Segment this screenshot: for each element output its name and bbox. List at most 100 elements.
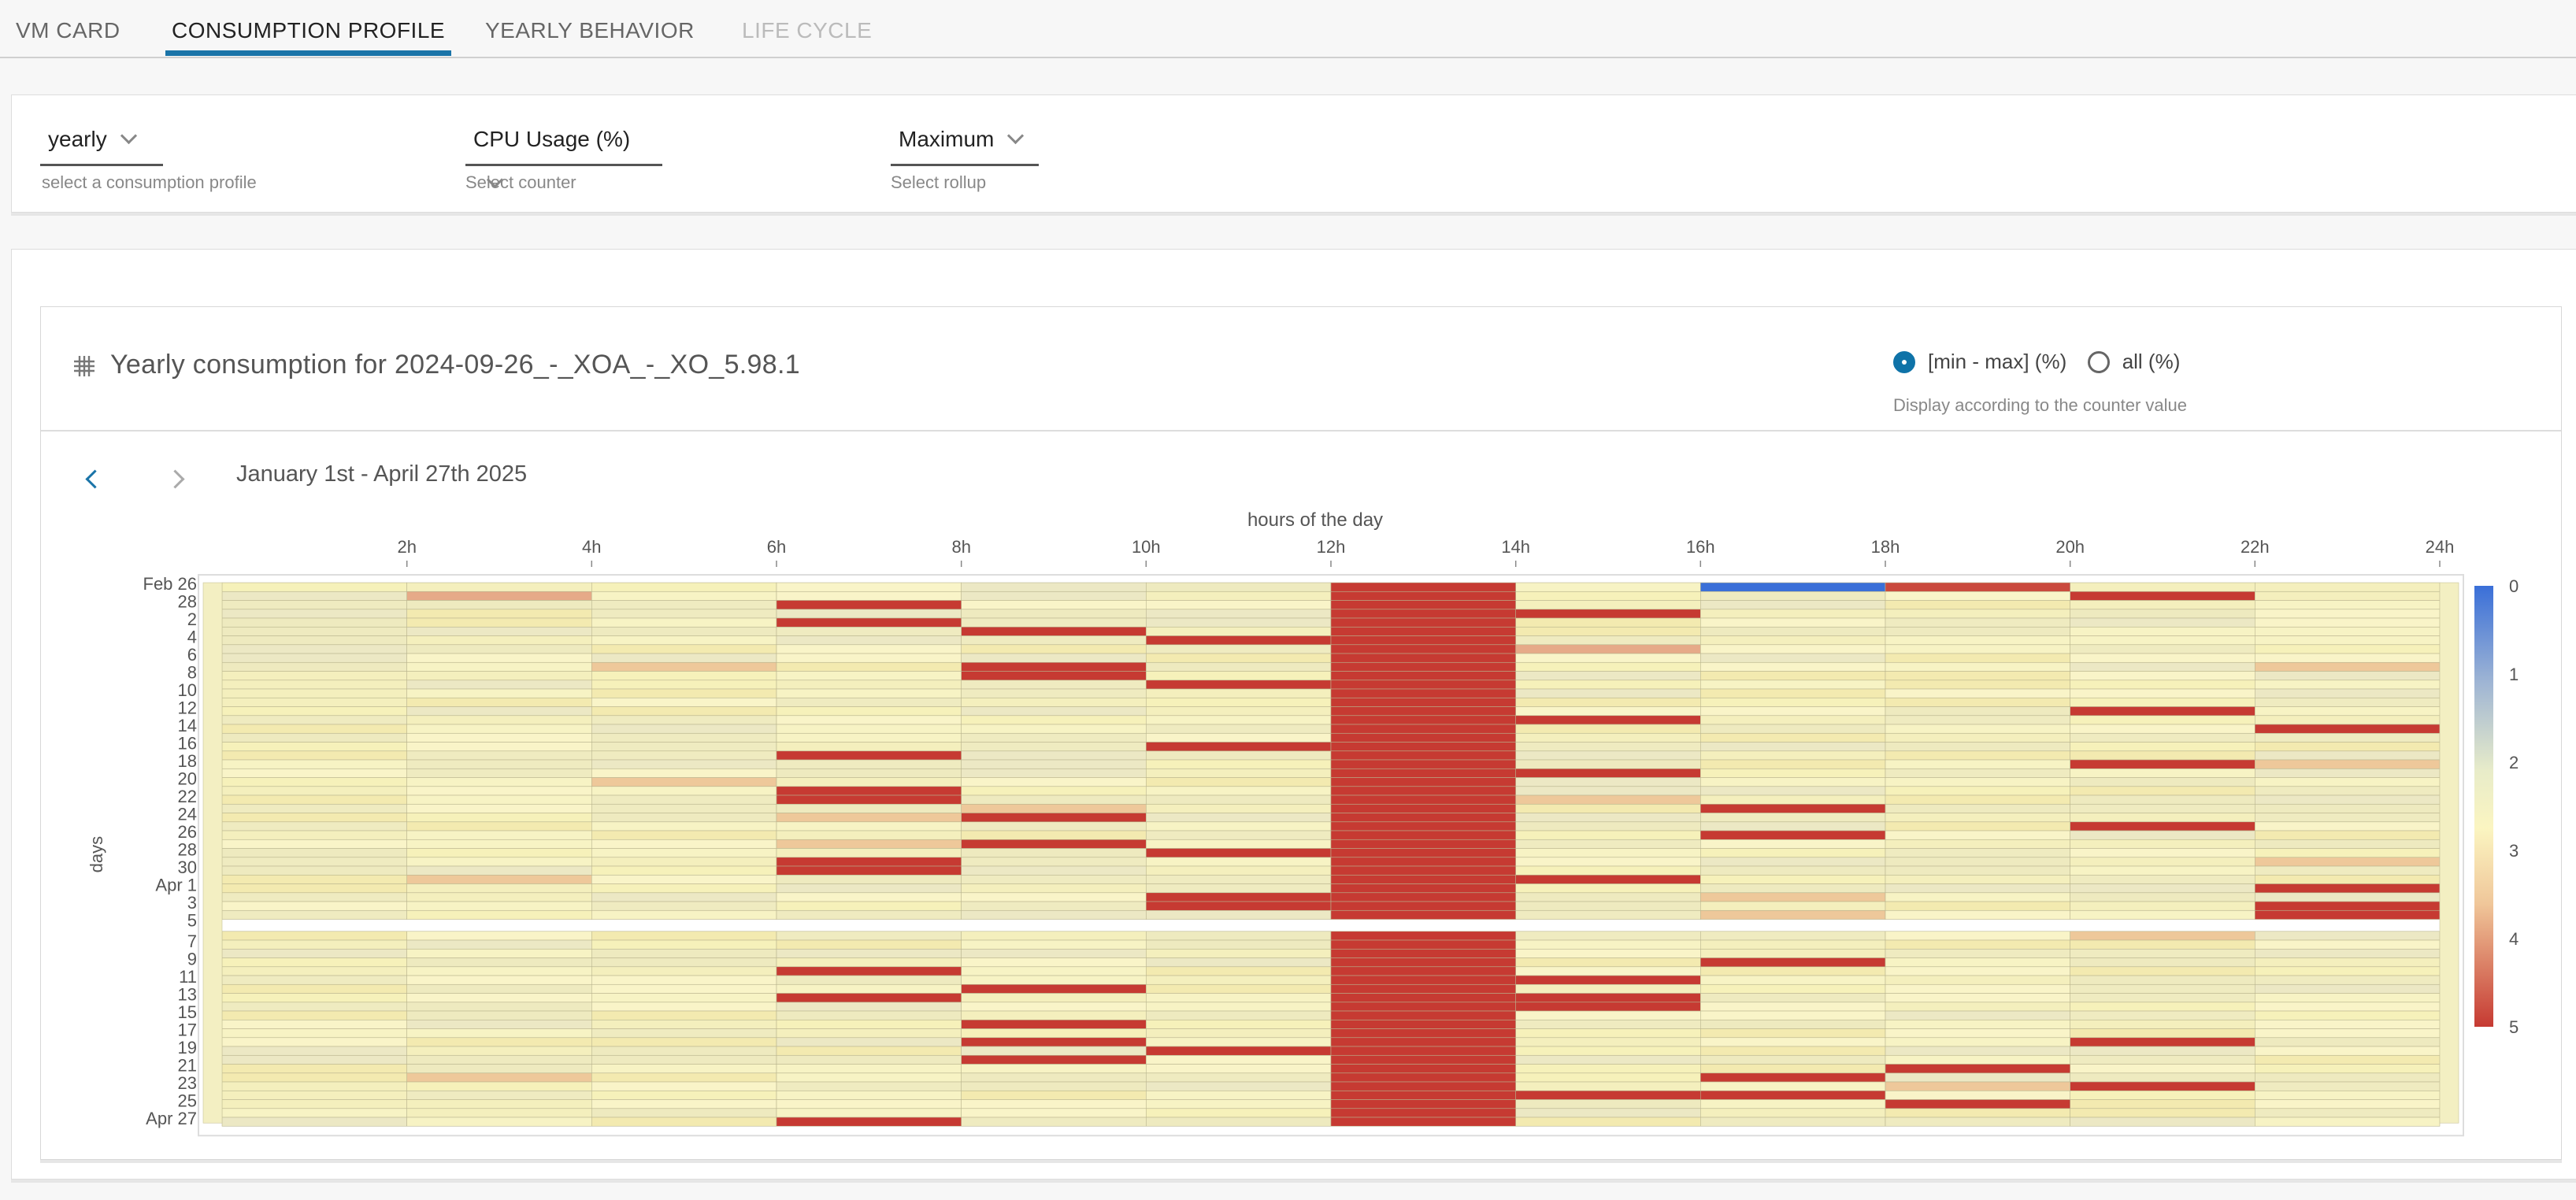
tab-yearly-behavior[interactable]: YEARLY BEHAVIOR: [485, 18, 695, 43]
heatmap-cell: [1700, 966, 1886, 976]
heatmap-cell: [1515, 1081, 1701, 1091]
heatmap-cell: [2255, 644, 2441, 654]
heatmap-cell: [2255, 1072, 2441, 1083]
heatmap-cell: [406, 909, 592, 920]
heatmap-cell: [1700, 591, 1886, 601]
heatmap-cell: [961, 759, 1147, 769]
heatmap-cell: [2255, 848, 2441, 858]
heatmap-cell: [221, 617, 407, 628]
heatmap-cell: [221, 715, 407, 725]
heatmap-cell: [1700, 830, 1886, 840]
heatmap-cell: [2255, 715, 2441, 725]
y-tick-label: 17: [178, 1020, 197, 1040]
heatmap-cell: [591, 939, 777, 950]
heatmap-cell: [1700, 617, 1886, 628]
heatmap-cell: [1146, 1090, 1332, 1100]
heatmap-cell: [1700, 1090, 1886, 1100]
heatmap-cell: [1330, 582, 1516, 592]
heatmap-cell: [406, 1037, 592, 1047]
heatmap-cell: [2070, 609, 2255, 619]
heatmap-cell: [1700, 662, 1886, 672]
heatmap-cell: [1330, 786, 1516, 796]
heatmap-cell: [776, 839, 962, 849]
heatmap-cell: [776, 591, 962, 601]
y-tick-label: 30: [178, 857, 197, 877]
heatmap-cell: [1330, 671, 1516, 681]
heatmap-cell: [1700, 653, 1886, 663]
heatmap-cell: [591, 839, 777, 849]
y-tick-label: 18: [178, 751, 197, 771]
heatmap-cell: [961, 609, 1147, 619]
x-tick-label: 8h: [951, 537, 970, 557]
heatmap-cell: [221, 582, 407, 592]
heatmap-cell: [1330, 803, 1516, 813]
heatmap-cell: [1700, 759, 1886, 769]
heatmap-cell: [406, 653, 592, 663]
y-tick-label: 28: [178, 840, 197, 860]
heatmap-cell: [1146, 830, 1332, 840]
heatmap-cell: [1515, 1090, 1701, 1100]
heatmap-cell: [1146, 1117, 1332, 1127]
heatmap-cell: [1146, 724, 1332, 734]
heatmap-cell: [2070, 1099, 2255, 1109]
heatmap-cell: [221, 901, 407, 911]
heatmap-cell: [961, 1010, 1147, 1020]
heatmap-cell: [221, 688, 407, 698]
radio-min-max[interactable]: [min - max] (%): [1893, 350, 2066, 374]
counter-select[interactable]: CPU Usage (%): [465, 117, 662, 189]
heatmap-cell: [1700, 706, 1886, 717]
heatmap-cell: [961, 635, 1147, 646]
heatmap-cell: [221, 644, 407, 654]
radio-all[interactable]: all (%): [2087, 350, 2180, 374]
rollup-select-value: Maximum: [899, 127, 995, 151]
heatmap-cell: [1515, 591, 1701, 601]
heatmap-cell: [776, 1108, 962, 1118]
card-header: Yearly consumption for 2024-09-26_-_XOA_…: [41, 307, 2561, 431]
heatmap-cell: [1515, 759, 1701, 769]
tab-consumption-profile[interactable]: CONSUMPTION PROFILE: [165, 17, 452, 56]
heatmap-cell: [1515, 874, 1701, 884]
heatmap-cell: [406, 813, 592, 823]
heatmap-cell: [961, 600, 1147, 610]
heatmap-cell: [2070, 983, 2255, 994]
heatmap-cell: [776, 759, 962, 769]
chevron-left-icon[interactable]: [85, 469, 105, 489]
heatmap-cell: [1885, 1099, 2070, 1109]
heatmap-cell: [1885, 948, 2070, 958]
heatmap-cell: [406, 1099, 592, 1109]
grid-icon: [74, 356, 95, 376]
heatmap-cell: [1330, 1108, 1516, 1118]
heatmap-cell: [1885, 1019, 2070, 1029]
heatmap-cell: [1885, 777, 2070, 787]
profile-select[interactable]: yearly: [40, 117, 163, 166]
heatmap-cell: [776, 983, 962, 994]
heatmap-cell: [1700, 1028, 1886, 1039]
heatmap-cell: [1885, 662, 2070, 672]
x-tick-label: 2h: [397, 537, 416, 557]
rollup-select[interactable]: Maximum: [891, 117, 1039, 166]
heatmap-cell: [1146, 1054, 1332, 1065]
chevron-right-icon[interactable]: [165, 469, 185, 489]
heatmap-cell: [1146, 993, 1332, 1003]
heatmap-cell: [591, 680, 777, 690]
heatmap-cell: [591, 1054, 777, 1065]
heatmap-cell: [2255, 1064, 2441, 1074]
heatmap-cell: [1146, 706, 1332, 717]
heatmap-cell: [1885, 591, 2070, 601]
y-tick-label: 2: [187, 609, 197, 629]
heatmap-cell: [591, 993, 777, 1003]
heatmap-cell: [1330, 1090, 1516, 1100]
radio-checked-icon[interactable]: [1893, 350, 1915, 373]
radio-unchecked-icon[interactable]: [2087, 350, 2110, 373]
colorbar-tick-label: 0: [2509, 576, 2519, 596]
heatmap-cell: [1330, 1002, 1516, 1012]
tab-vm-card[interactable]: VM CARD: [16, 18, 120, 43]
heatmap-cell: [1885, 794, 2070, 805]
heatmap-cell: [1700, 715, 1886, 725]
heatmap-cell: [1515, 1054, 1701, 1065]
heatmap-cell: [1885, 1108, 2070, 1118]
heatmap-cell: [591, 874, 777, 884]
heatmap-cell: [1330, 1099, 1516, 1109]
heatmap-cell: [221, 777, 407, 787]
heatmap-cell: [591, 1002, 777, 1012]
